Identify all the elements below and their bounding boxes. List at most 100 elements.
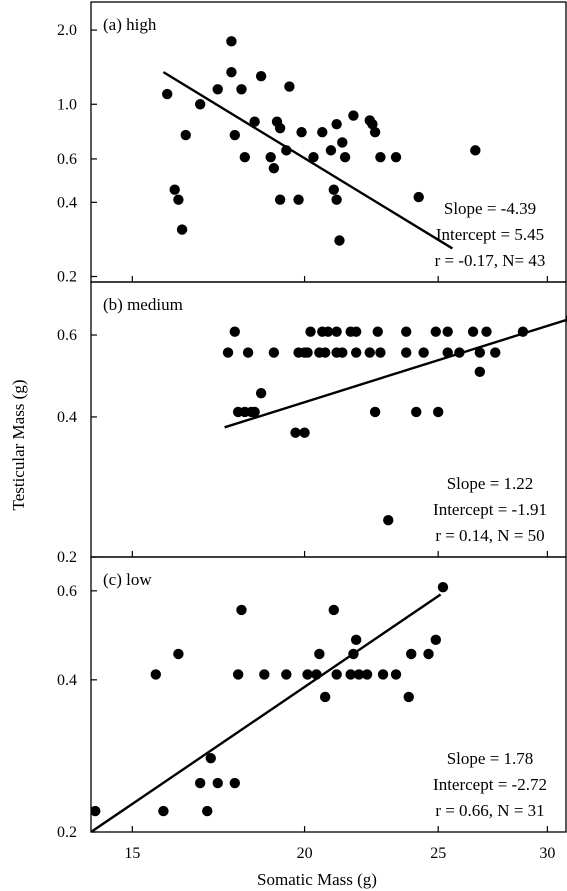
data-point: [226, 36, 237, 47]
data-point: [281, 669, 292, 680]
panel-label: (c) low: [103, 570, 152, 589]
data-point: [369, 406, 381, 418]
data-point: [517, 326, 529, 337]
data-point: [249, 406, 260, 418]
plot-area: [91, 582, 449, 832]
data-point: [334, 235, 345, 246]
stat-line: r = 0.66, N = 31: [435, 801, 544, 820]
data-point: [377, 669, 389, 680]
data-point: [265, 151, 276, 163]
data-point: [350, 326, 362, 337]
data-point: [194, 777, 206, 789]
data-point: [339, 151, 351, 163]
data-point: [255, 387, 267, 399]
data-point: [173, 648, 184, 660]
data-point: [348, 648, 359, 660]
data-point: [212, 777, 223, 789]
data-point: [331, 119, 342, 130]
data-point: [290, 427, 301, 438]
x-tick-labels: 15 20 25 30: [124, 845, 555, 862]
data-point: [383, 514, 394, 526]
stat-line: Intercept = -2.72: [433, 775, 547, 794]
data-point: [311, 669, 322, 680]
panel-medium: 0.2 0.4 0.6 (b) medium Slope = 1.22 Intercept…: [57, 281, 567, 566]
stat-line: Slope = 1.22: [447, 474, 534, 493]
x-axis-label: Somatic Mass (g): [257, 870, 377, 889]
stat-line: Slope = 1.78: [447, 749, 534, 768]
data-point: [194, 99, 206, 110]
data-point: [331, 194, 342, 205]
regression-line: [224, 318, 567, 429]
stat-line: Intercept = 5.45: [436, 225, 544, 244]
x-tick-label: 30: [539, 845, 555, 862]
data-point: [302, 669, 313, 680]
y-tick-label: 1.0: [57, 96, 77, 113]
data-point: [331, 669, 342, 680]
y-tick-label: 0.2: [57, 824, 77, 841]
y-tick-label: 2.0: [57, 22, 77, 39]
data-point: [205, 752, 216, 764]
data-point: [375, 347, 386, 358]
y-axis-label: Testicular Mass (g): [9, 380, 28, 511]
data-point: [202, 805, 213, 817]
data-point: [474, 347, 486, 358]
panel-frame: [90, 556, 567, 833]
data-point: [319, 691, 331, 703]
y-tick-label: 0.4: [57, 409, 77, 426]
data-point: [442, 347, 453, 358]
data-point: [350, 347, 362, 358]
data-point: [236, 604, 247, 616]
plot-area: [162, 36, 481, 250]
data-point: [454, 347, 465, 358]
data-point: [337, 347, 348, 358]
data-point: [322, 326, 334, 337]
data-point: [345, 669, 356, 680]
data-point: [390, 151, 402, 163]
y-tick-label: 0.6: [57, 327, 77, 344]
data-point: [401, 326, 412, 337]
data-point: [158, 805, 169, 817]
data-point: [299, 427, 310, 438]
data-point: [350, 634, 362, 646]
data-point: [229, 326, 240, 337]
data-point: [325, 145, 337, 156]
y-tick-label: 0.2: [57, 549, 77, 566]
panel-label: (b) medium: [103, 295, 183, 314]
data-point: [413, 191, 424, 203]
y-tick-label: 0.6: [57, 151, 77, 168]
data-point: [423, 648, 434, 660]
y-tick-label: 0.2: [57, 269, 77, 286]
y-tick-label: 0.4: [57, 672, 77, 689]
data-point: [418, 347, 429, 358]
data-point: [268, 163, 280, 174]
data-point: [411, 406, 422, 418]
data-point: [401, 347, 412, 358]
data-point: [348, 110, 359, 121]
data-point: [242, 347, 254, 358]
stat-line: Slope = -4.39: [444, 199, 536, 218]
data-point: [229, 129, 240, 141]
data-point: [91, 805, 101, 817]
stat-line: Intercept = -1.91: [433, 500, 547, 519]
data-point: [302, 347, 313, 358]
y-tick-label: 0.4: [57, 194, 77, 211]
data-point: [328, 604, 339, 616]
data-point: [361, 669, 373, 680]
data-point: [308, 151, 319, 163]
data-point: [176, 224, 188, 235]
data-point: [229, 777, 240, 789]
data-point: [317, 127, 328, 138]
data-point: [490, 347, 501, 358]
x-tick-label: 25: [430, 845, 446, 862]
x-tick-label: 20: [297, 845, 313, 862]
data-point: [369, 127, 381, 138]
data-point: [406, 648, 417, 660]
data-point: [353, 669, 365, 680]
data-point: [442, 326, 453, 337]
data-point: [375, 151, 386, 163]
data-point: [474, 366, 486, 378]
data-point: [212, 84, 223, 95]
data-point: [173, 194, 184, 205]
data-point: [403, 691, 414, 703]
